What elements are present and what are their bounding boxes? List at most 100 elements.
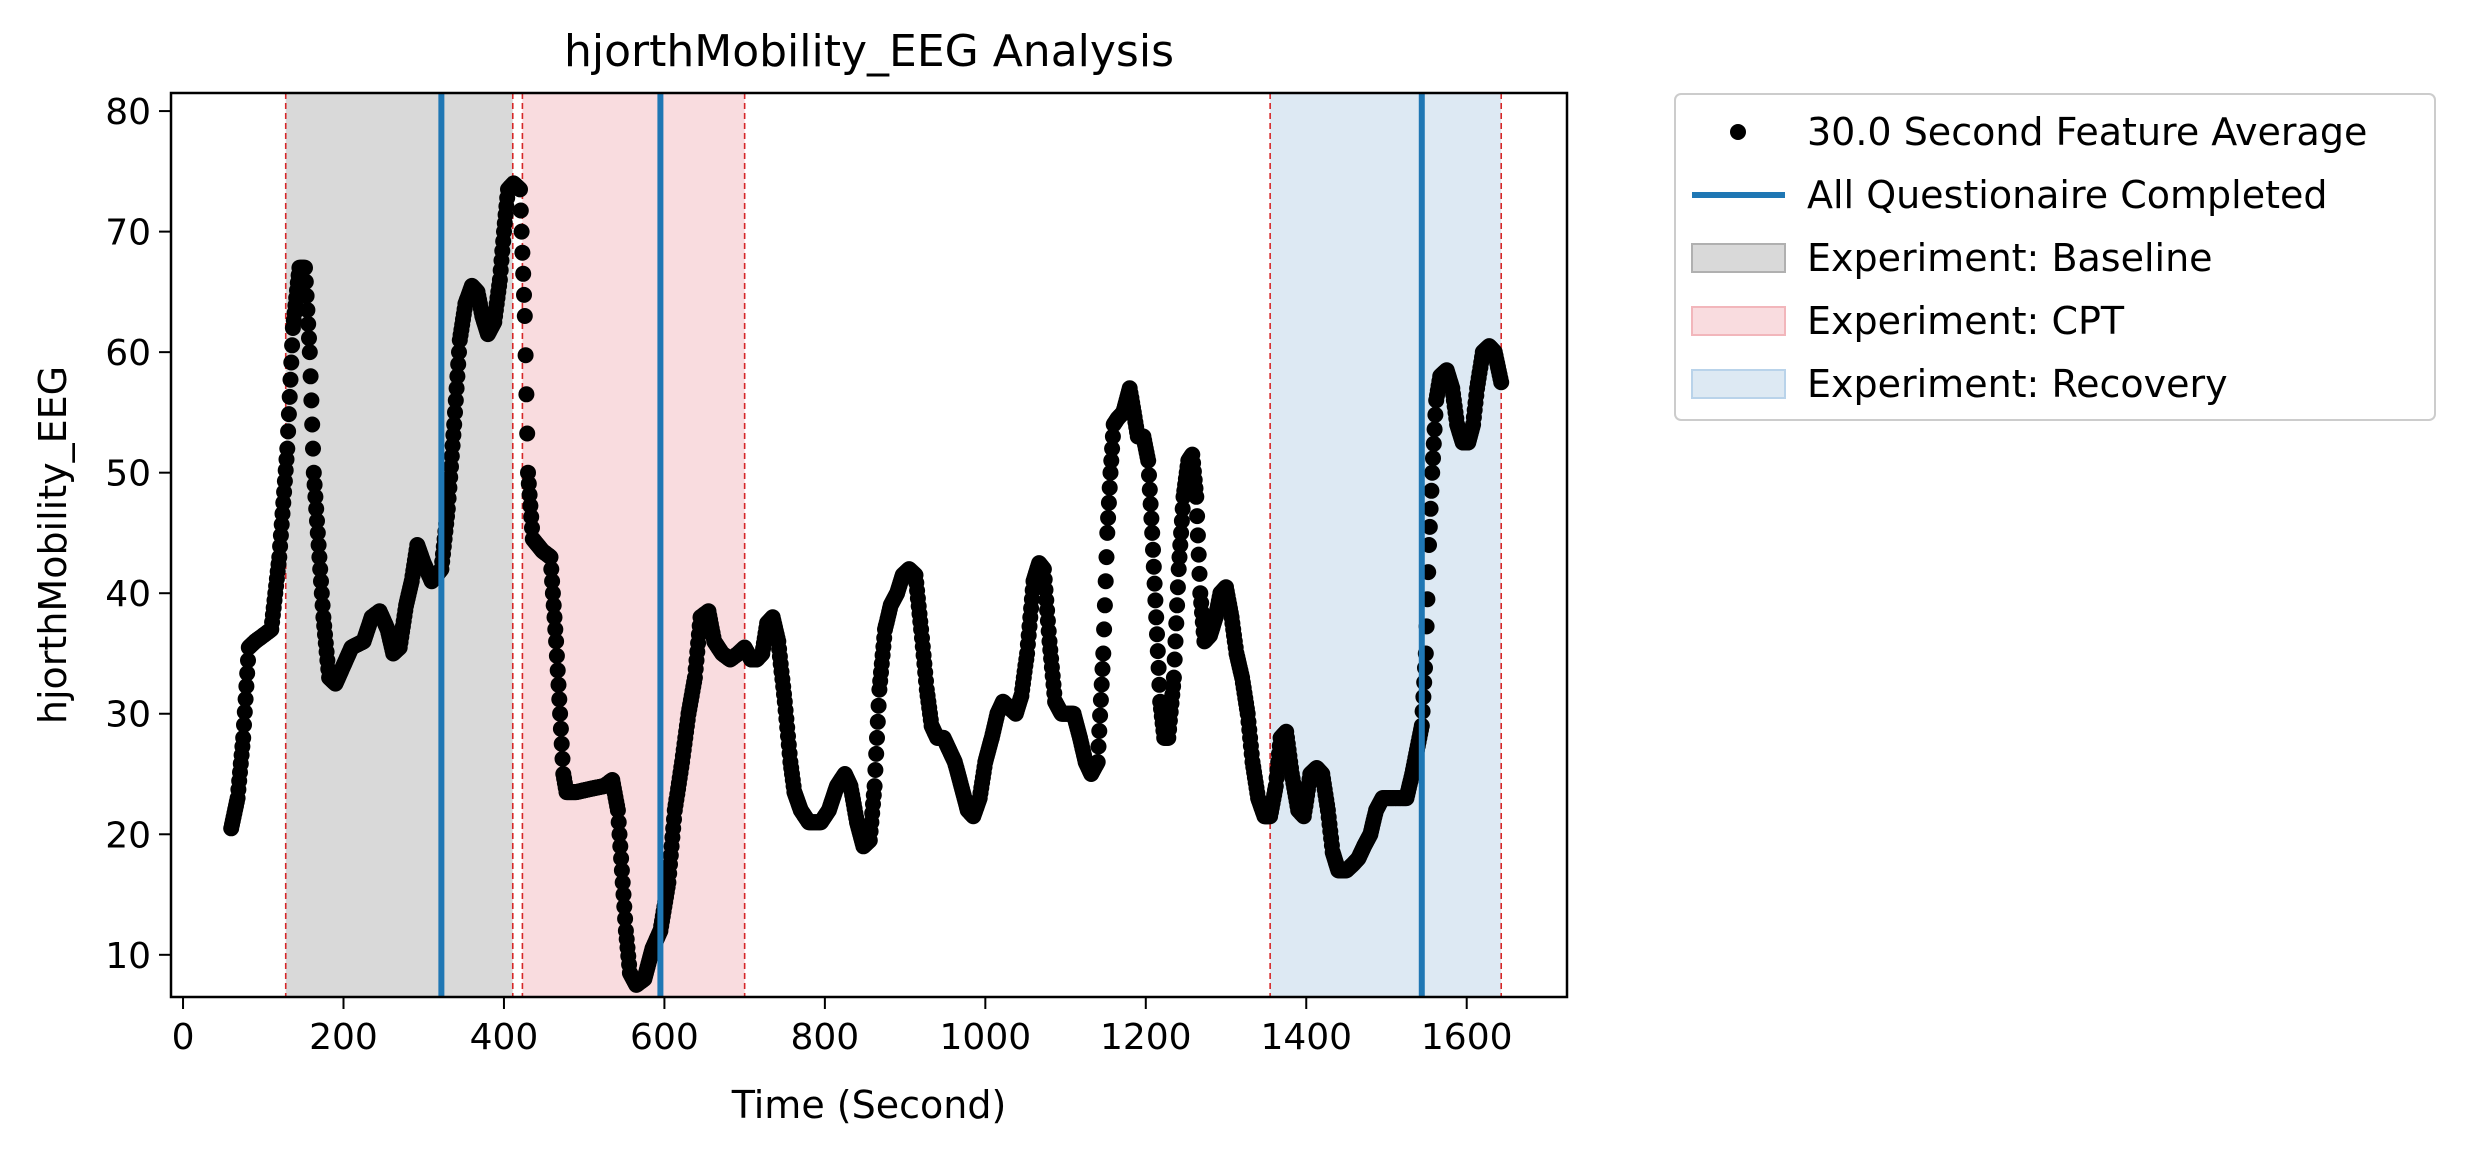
legend-item-experiment-cpt: Experiment: CPT: [1691, 299, 2125, 343]
x-tick-label: 600: [630, 1017, 699, 1058]
y-axis-ticks: 10 20 30 40 50 60 70 80: [105, 92, 171, 977]
data-point: [1097, 573, 1114, 590]
data-point: [306, 476, 323, 493]
data-point: [1104, 440, 1121, 457]
data-point: [1092, 692, 1109, 708]
data-point: [610, 814, 627, 831]
data-point: [547, 621, 564, 638]
data-point: [1422, 500, 1439, 517]
data-point: [307, 488, 324, 505]
data-point: [1189, 527, 1206, 544]
x-tick-label: 1000: [940, 1017, 1032, 1058]
data-point: [305, 440, 321, 457]
data-point: [303, 392, 320, 409]
data-point: [1189, 508, 1206, 525]
data-point: [1191, 565, 1208, 582]
data-point: [280, 406, 297, 423]
data-point: [1147, 592, 1164, 609]
data-point: [1145, 558, 1162, 575]
y-tick-label: 50: [105, 454, 151, 495]
data-point: [1421, 518, 1438, 535]
data-point: [1165, 669, 1182, 686]
legend-label: Experiment: CPT: [1807, 299, 2125, 343]
data-point: [518, 386, 535, 403]
data-point: [543, 561, 560, 578]
data-point: [554, 750, 571, 767]
data-point: [1100, 494, 1117, 511]
y-tick-label: 40: [105, 574, 151, 615]
data-point: [279, 440, 296, 457]
y-tick-label: 30: [105, 695, 151, 736]
data-point: [1102, 464, 1119, 481]
data-point: [1173, 524, 1190, 541]
region-experiment-recovery: [1270, 93, 1502, 997]
data-point: [1167, 633, 1184, 650]
legend-label: 30.0 Second Feature Average: [1807, 110, 2367, 154]
data-point: [552, 705, 569, 722]
data-point: [302, 368, 319, 385]
data-point: [281, 388, 298, 405]
data-point: [282, 371, 299, 388]
data-point: [512, 202, 529, 219]
data-point: [1423, 482, 1440, 499]
data-point: [301, 330, 317, 347]
data-point: [447, 392, 464, 409]
data-point: [446, 416, 463, 433]
data-point: [1141, 481, 1158, 498]
data-point: [1142, 496, 1159, 512]
data-point: [297, 259, 313, 276]
region-experiment-cpt: [522, 93, 745, 997]
data-point: [451, 344, 467, 361]
data-point: [512, 181, 528, 198]
data-point: [238, 678, 255, 695]
x-tick-label: 400: [470, 1017, 539, 1058]
data-point: [516, 308, 533, 324]
data-point: [612, 838, 629, 855]
x-tick-label: 0: [172, 1017, 195, 1058]
data-point: [304, 416, 321, 433]
data-point: [299, 302, 316, 318]
data-point: [314, 597, 331, 614]
legend-label: Experiment: Recovery: [1807, 362, 2228, 406]
data-point: [1095, 645, 1112, 662]
data-point: [311, 549, 328, 566]
experiment-regions: [284, 93, 1503, 997]
data-point: [298, 287, 315, 304]
data-point: [1188, 488, 1205, 505]
data-point: [1149, 626, 1165, 643]
data-point: [1425, 435, 1442, 452]
x-tick-label: 1200: [1100, 1017, 1192, 1058]
data-point: [301, 344, 318, 361]
data-point: [551, 691, 568, 708]
data-point: [1166, 651, 1183, 668]
data-point: [1426, 421, 1443, 438]
data-point: [308, 500, 325, 517]
data-point: [237, 691, 254, 708]
data-point: [869, 729, 885, 746]
legend-item-experiment-recovery: Experiment: Recovery: [1691, 362, 2228, 406]
data-point: [1089, 754, 1106, 770]
data-point: [1173, 512, 1190, 529]
data-point: [542, 549, 559, 566]
data-point: [514, 244, 531, 261]
data-point: [868, 745, 885, 762]
data-point: [1096, 621, 1113, 638]
data-point: [1103, 452, 1120, 469]
y-axis-label: hjorthMobility_EEG: [31, 366, 75, 724]
data-point: [613, 862, 630, 879]
data-point: [1093, 676, 1110, 693]
data-point: [548, 633, 565, 650]
data-point: [866, 778, 883, 795]
data-point: [312, 561, 329, 578]
data-point: [517, 347, 534, 364]
questionnaire-lines: [438, 93, 1425, 997]
data-point: [1144, 524, 1161, 541]
data-point: [1094, 661, 1111, 677]
data-point: [614, 874, 631, 891]
data-point: [1172, 537, 1189, 553]
x-tick-label: 800: [791, 1017, 860, 1058]
data-point: [1092, 707, 1109, 724]
data-point: [309, 512, 325, 529]
data-point: [1151, 676, 1168, 693]
data-point: [1168, 615, 1185, 632]
